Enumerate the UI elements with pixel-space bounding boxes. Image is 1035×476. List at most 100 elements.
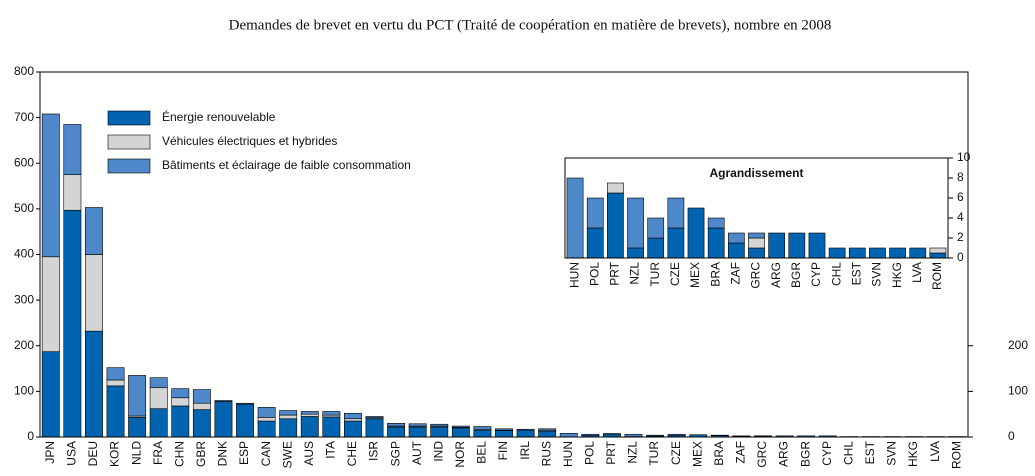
bar-segment (607, 182, 624, 194)
bar-segment (41, 113, 60, 258)
bar-segment (929, 247, 947, 254)
x-tick-label: DEU (86, 441, 100, 466)
bar-segment (929, 252, 947, 259)
bar-segment (236, 402, 254, 405)
x-tick-label: RUS (539, 441, 553, 466)
bar-segment (495, 430, 513, 438)
x-tick-label: LVA (910, 262, 924, 283)
bar-segment (451, 425, 470, 428)
bar-segment (63, 209, 82, 438)
x-tick-label: POL (582, 441, 596, 465)
bar-segment (106, 379, 125, 387)
legend-swatch (107, 158, 151, 174)
bar-segment (322, 416, 341, 438)
bar-segment (748, 237, 765, 249)
x-tick-label: CYP (820, 441, 834, 466)
bar-segment (63, 124, 82, 175)
x-tick-label: ROM (949, 441, 963, 469)
bar-segment (300, 413, 319, 417)
x-tick-label: EST (863, 440, 877, 464)
y-tick-label: 300 (14, 292, 34, 306)
x-tick-label: CHL (841, 441, 855, 465)
x-tick-label: CYP (809, 262, 823, 287)
y2-tick-label: 0 (1008, 429, 1015, 443)
bar-segment (627, 247, 644, 259)
bar-segment (279, 418, 298, 438)
bar-segment (586, 197, 604, 229)
bar-segment (300, 416, 319, 438)
x-tick-label: PRT (604, 440, 618, 464)
x-tick-label: TUR (647, 441, 661, 466)
bar-segment (667, 433, 686, 436)
bar-segment (85, 254, 103, 332)
y-tick-label: 10 (957, 150, 971, 164)
x-tick-label: PRT (608, 261, 622, 285)
bar-segment (495, 428, 513, 431)
bar-segment (214, 401, 233, 438)
bar-segment (41, 256, 60, 352)
x-tick-label: CZE (668, 262, 682, 286)
bar-segment (451, 427, 470, 438)
x-tick-label: GBR (194, 441, 208, 467)
bar-segment (473, 429, 492, 438)
bar-segment (408, 423, 427, 427)
bar-segment (279, 414, 298, 420)
bar-segment (473, 426, 492, 430)
x-tick-label: GRC (755, 441, 769, 468)
bar-segment (192, 389, 211, 404)
legend-label: Bâtiments et éclairage de faible consomm… (162, 158, 411, 172)
bar-segment (687, 207, 705, 259)
bar-segment (300, 411, 319, 415)
bar-segment (408, 426, 427, 438)
x-tick-label: ARG (777, 441, 791, 467)
x-tick-label: FRA (151, 441, 165, 465)
x-tick-label: MEX (690, 441, 704, 467)
bar-segment (538, 430, 557, 438)
y-tick-label: 0 (27, 429, 34, 443)
x-tick-label: TUR (648, 262, 662, 287)
bar-segment (279, 410, 298, 416)
y-tick-label: 200 (14, 338, 34, 352)
y-tick-label: 600 (14, 155, 34, 169)
bar-segment (627, 197, 644, 249)
x-tick-label: BGR (789, 262, 803, 288)
bar-segment (149, 408, 168, 438)
bar-segment (236, 403, 254, 438)
bar-segment (566, 177, 584, 259)
x-tick-label: FIN (496, 441, 510, 460)
x-tick-label: HUN (561, 441, 575, 467)
x-tick-label: DNK (216, 441, 230, 466)
bar-segment (343, 412, 362, 420)
x-tick-label: CZE (669, 441, 683, 465)
bar-segment (586, 227, 604, 259)
y-tick-label: 4 (957, 210, 964, 224)
x-tick-label: NZL (626, 441, 640, 464)
y-tick-label: 400 (14, 247, 34, 261)
bar-segment (647, 237, 665, 259)
x-tick-label: AUS (302, 441, 316, 466)
bar-segment (128, 375, 147, 417)
bar-segment (707, 227, 725, 259)
bar-segment (41, 351, 60, 438)
y-tick-label: 100 (14, 384, 34, 398)
bar-segment (646, 434, 665, 437)
bar-segment (607, 192, 624, 259)
x-tick-label: ISR (367, 441, 381, 461)
bar-segment (828, 247, 846, 259)
y-tick-label: 6 (957, 190, 964, 204)
bar-segment (581, 433, 600, 436)
x-tick-label: HKG (906, 441, 920, 467)
y2-tick-label: 200 (1008, 338, 1028, 352)
bar-segment (647, 217, 665, 239)
bar-segment (889, 247, 906, 259)
x-tick-label: IND (431, 441, 445, 462)
bar-segment (387, 426, 406, 438)
x-tick-label: SVN (870, 262, 884, 287)
bar-segment (149, 377, 168, 389)
bar-segment (430, 423, 449, 427)
bar-segment (516, 428, 535, 431)
x-tick-label: ARG (769, 262, 783, 288)
bar-segment (869, 247, 886, 259)
x-tick-label: CHN (172, 441, 186, 467)
x-tick-label: CAN (259, 441, 273, 466)
